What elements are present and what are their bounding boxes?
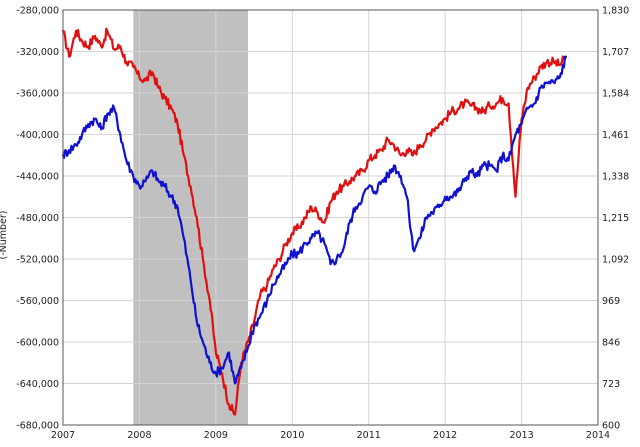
- y-left-tick-label: -640,000: [16, 379, 59, 390]
- plot-frame: [62, 9, 599, 426]
- y-right-tick-label: 1,830: [602, 6, 629, 17]
- x-tick-label: 2012: [433, 430, 457, 441]
- y-right-tick-label: 846: [602, 338, 620, 349]
- x-tick-label: 2010: [280, 430, 304, 441]
- x-tick-label: 2013: [509, 430, 533, 441]
- y-right-tick-label: 600: [602, 421, 620, 432]
- x-tick-label: 2008: [127, 430, 151, 441]
- x-tick-label: 2007: [51, 430, 75, 441]
- x-tick-label: 2014: [586, 430, 610, 441]
- axis-labels-layer: -280,000 -320,000 -360,000 -400,000 -440,000…: [16, 6, 629, 442]
- series-line-1: [61, 27, 567, 416]
- y-left-tick-label: -480,000: [16, 213, 59, 224]
- y-left-tick-label: -400,000: [16, 130, 59, 141]
- series-line-2: [61, 55, 567, 385]
- y-left-tick-label: -520,000: [16, 255, 59, 266]
- y-left-tick-label: -360,000: [16, 89, 59, 100]
- y-left-tick-label: -560,000: [16, 296, 59, 307]
- series-layer: [61, 27, 567, 416]
- y-left-tick-label: -440,000: [16, 172, 59, 183]
- y-right-tick-label: 1,092: [602, 255, 629, 266]
- y-right-tick-label: 1,584: [602, 89, 629, 100]
- y-left-tick-label: -280,000: [16, 6, 59, 17]
- y-left-tick-label: -320,000: [16, 47, 59, 58]
- y-right-tick-label: 1,215: [602, 213, 629, 224]
- y-right-tick-label: 1,707: [602, 47, 629, 58]
- y-left-tick-label: -680,000: [16, 421, 59, 432]
- y-right-tick-label: 969: [602, 296, 620, 307]
- y-right-tick-label: 1,338: [602, 172, 629, 183]
- y-axis-left-label: (-Number): [0, 210, 9, 259]
- y-right-tick-label: 1,461: [602, 130, 629, 141]
- y-right-tick-label: 723: [602, 379, 620, 390]
- x-tick-label: 2011: [357, 430, 381, 441]
- y-left-tick-label: -600,000: [16, 338, 59, 349]
- x-tick-label: 2009: [204, 430, 228, 441]
